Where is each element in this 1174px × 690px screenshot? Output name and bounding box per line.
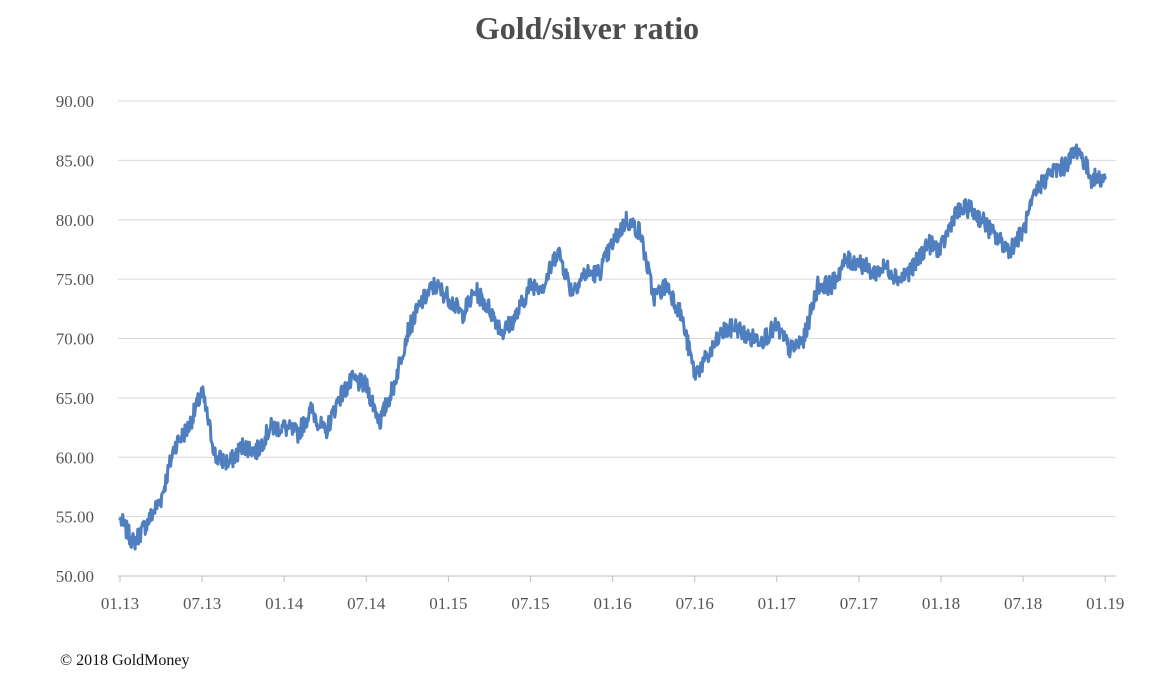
x-tick-label: 01.16 <box>593 594 631 613</box>
chart-title: Gold/silver ratio <box>474 10 700 46</box>
y-tick-label: 65.00 <box>56 389 94 408</box>
x-tick-label: 01.18 <box>922 594 960 613</box>
y-tick-label: 55.00 <box>56 508 94 527</box>
y-tick-label: 50.00 <box>56 567 94 586</box>
x-tick-label: 01.19 <box>1086 594 1124 613</box>
y-tick-label: 80.00 <box>56 211 94 230</box>
grid-lines <box>118 100 1116 577</box>
x-axis: 01.13 07.13 01.14 07.14 01.15 07.15 01.16 07.16… <box>101 576 1124 613</box>
y-tick-label: 70.00 <box>56 330 94 349</box>
x-tick-label: 01.17 <box>758 594 797 613</box>
y-tick-label: 90.00 <box>56 92 94 111</box>
x-tick-label: 01.15 <box>429 594 467 613</box>
y-tick-label: 75.00 <box>56 270 94 289</box>
x-tick-label: 07.16 <box>676 594 714 613</box>
x-tick-label: 07.13 <box>183 594 221 613</box>
x-tick-label: 01.13 <box>101 594 139 613</box>
y-tick-label: 60.00 <box>56 448 94 467</box>
y-axis: 50.00 55.00 60.00 65.00 70.00 75.00 80.00 85.00… <box>56 92 94 586</box>
copyright-note: © 2018 GoldMoney <box>60 652 190 669</box>
x-tick-label: 07.15 <box>511 594 549 613</box>
x-tick-label: 07.18 <box>1004 594 1042 613</box>
x-tick-label: 07.17 <box>840 594 879 613</box>
x-tick-label: 07.14 <box>347 594 386 613</box>
y-tick-label: 85.00 <box>56 151 94 170</box>
x-tick-label: 01.14 <box>265 594 304 613</box>
series-line <box>118 143 1107 551</box>
